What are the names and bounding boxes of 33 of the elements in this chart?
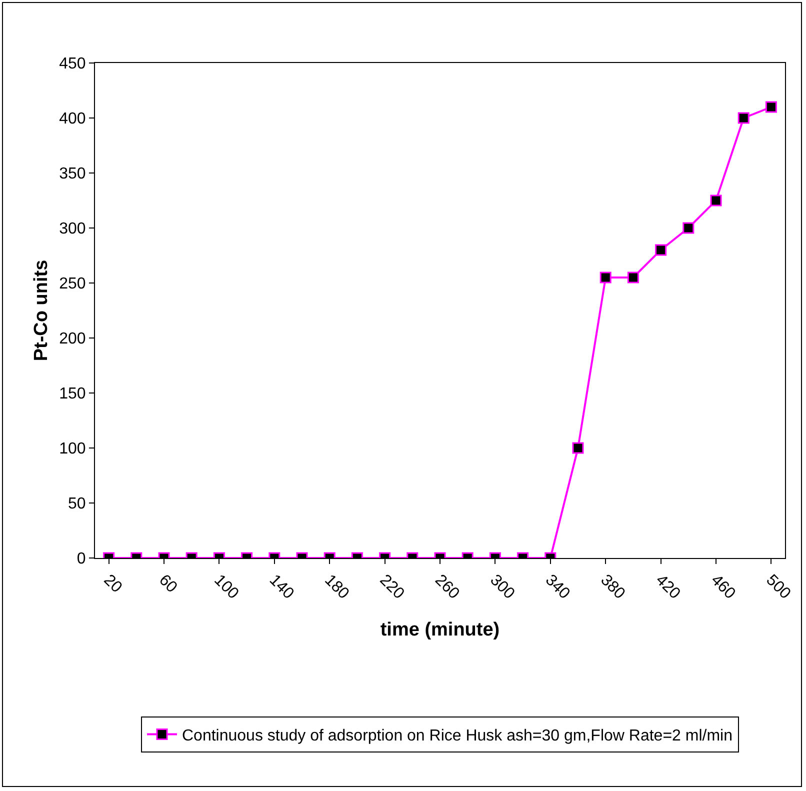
- y-tick-label: 300: [59, 220, 86, 238]
- point: [655, 244, 667, 256]
- x-tick-label: 180: [321, 572, 352, 603]
- x-tick-label: 500: [762, 572, 794, 603]
- y-tick-label: 400: [59, 110, 86, 128]
- point: [710, 194, 722, 206]
- y-tick-label: 200: [59, 330, 86, 348]
- x-tick-label: 60: [156, 572, 180, 596]
- point: [682, 222, 694, 234]
- y-tick-label: 0: [76, 550, 86, 568]
- y-axis-title: Pt-Co units: [31, 260, 52, 362]
- x-tick-label: 380: [597, 572, 628, 603]
- point: [765, 101, 777, 113]
- y-tick-label: 450: [59, 56, 86, 73]
- point: [600, 272, 612, 284]
- legend-label: Continuous study of adsorption on Rice Husk ash=30 gm,Flow Rate=2 ml/min: [182, 728, 732, 745]
- x-tick-label: 420: [652, 572, 684, 603]
- x-tick-label: 20: [100, 572, 125, 596]
- y-tick-label: 150: [59, 386, 86, 403]
- y-tick-label: 250: [59, 276, 86, 293]
- y-tick-label: 50: [68, 496, 86, 513]
- y-tick-label: 100: [59, 440, 86, 458]
- x-tick-label: 100: [210, 572, 242, 603]
- x-axis-title: time (minute): [380, 619, 500, 640]
- y-tick-label: 350: [59, 166, 86, 183]
- x-tick-label: 300: [486, 572, 518, 603]
- x-tick-label: 140: [266, 572, 297, 603]
- x-tick-label: 340: [542, 572, 573, 603]
- x-tick-label: 220: [376, 572, 408, 603]
- point: [738, 112, 750, 124]
- point: [627, 272, 639, 284]
- x-tick-label: 460: [708, 572, 738, 603]
- x-tick-label: 260: [432, 572, 462, 603]
